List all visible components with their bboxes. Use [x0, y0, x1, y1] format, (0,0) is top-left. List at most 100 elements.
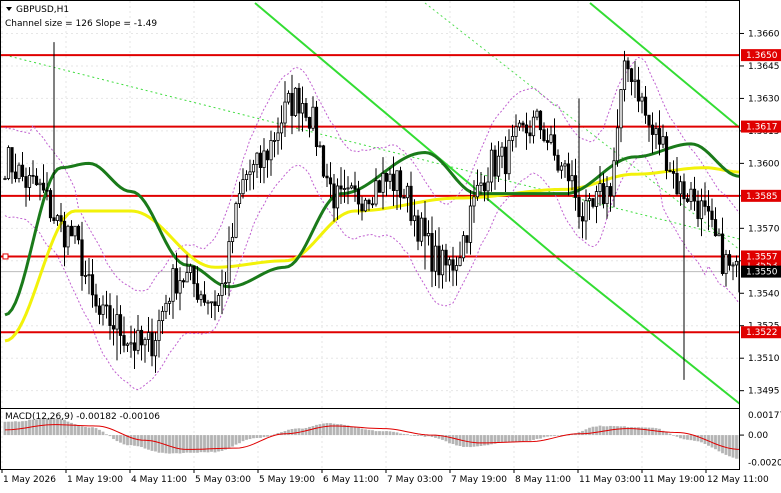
- time-tick-label: 6 May 11:00: [323, 475, 379, 485]
- macd-bar: [63, 419, 66, 436]
- candle-up: [510, 136, 515, 141]
- candle-down: [90, 274, 95, 296]
- level-handle-icon[interactable]: [2, 253, 9, 260]
- candle-up: [374, 180, 378, 205]
- macd-bar: [227, 435, 231, 449]
- price-tick-label: 1.3570: [748, 224, 780, 234]
- candle-down: [552, 134, 557, 156]
- macd-bar: [458, 435, 462, 446]
- candle-up: [447, 259, 452, 266]
- candle-up: [717, 233, 721, 237]
- candle-down: [710, 210, 714, 220]
- candle-up: [115, 314, 119, 330]
- candle-down: [139, 329, 144, 346]
- macd-bar: [273, 434, 276, 436]
- macd-bar: [147, 435, 150, 450]
- candle-up: [234, 203, 238, 238]
- macd-bar: [329, 423, 332, 436]
- macd-bar: [157, 435, 161, 453]
- macd-bar: [70, 422, 73, 436]
- collapse-triangle-icon[interactable]: [6, 7, 12, 11]
- macd-bar: [339, 424, 343, 436]
- candle-down: [566, 163, 571, 182]
- candle-up: [514, 126, 518, 137]
- time-tick-label: 4 May 11:00: [131, 475, 187, 485]
- macd-bar: [528, 435, 532, 441]
- candle-up: [584, 200, 588, 222]
- macd-bar: [444, 435, 448, 442]
- macd-bar: [514, 435, 518, 442]
- candle-up: [178, 280, 182, 294]
- macd-bar: [581, 430, 584, 436]
- macd-bar: [675, 435, 679, 437]
- candle-up: [689, 188, 693, 202]
- time-tick-label: 12 May 11:00: [707, 475, 769, 485]
- candle-up: [251, 164, 256, 173]
- macd-bar: [367, 429, 371, 436]
- macd-bar: [395, 432, 399, 436]
- candle-down: [521, 122, 525, 126]
- macd-bar: [206, 435, 210, 453]
- macd-bar: [192, 435, 196, 453]
- candle-down: [20, 164, 25, 177]
- macd-bar: [185, 435, 189, 453]
- macd-bar: [658, 428, 661, 436]
- candle-up: [227, 241, 231, 284]
- candle-up: [570, 175, 574, 182]
- macd-bar: [38, 418, 42, 436]
- candle-down: [104, 304, 109, 307]
- candle-down: [174, 268, 179, 294]
- candle-up: [237, 193, 242, 204]
- candle-up: [612, 160, 616, 197]
- macd-bar: [693, 435, 696, 441]
- candle-down: [307, 116, 312, 129]
- macd-bar: [7, 421, 10, 436]
- price-tick-label: 1.3495: [748, 387, 780, 397]
- macd-tick-label: -0.00209: [748, 458, 781, 468]
- macd-bar: [399, 433, 402, 436]
- time-tick-label: 8 May 11:00: [515, 475, 571, 485]
- macd-bar: [304, 427, 308, 436]
- macd-bar: [175, 435, 178, 454]
- candle-down: [290, 92, 294, 116]
- candle-down: [451, 259, 455, 271]
- candle-up: [216, 295, 221, 306]
- macd-bar: [245, 435, 248, 440]
- candle-down: [713, 219, 718, 237]
- candle-down: [601, 183, 606, 205]
- macd-bar: [346, 425, 350, 436]
- macd-bar: [119, 435, 122, 443]
- macd-bar: [318, 424, 322, 436]
- macd-bar: [560, 435, 563, 436]
- macd-bar: [721, 435, 724, 454]
- macd-bar: [598, 425, 602, 436]
- candle-up: [27, 174, 32, 188]
- macd-bar: [360, 428, 364, 436]
- candle-up: [699, 200, 704, 219]
- candle-down: [367, 199, 371, 205]
- candle-down: [629, 68, 634, 82]
- candle-down: [703, 200, 707, 207]
- level-price-tag: [741, 250, 781, 263]
- candle-down: [727, 254, 732, 266]
- candle-up: [395, 170, 399, 191]
- candle-down: [339, 185, 343, 190]
- candle-down: [706, 205, 711, 212]
- macd-bar: [45, 418, 49, 436]
- macd-bar: [112, 435, 115, 440]
- macd-bar: [584, 429, 588, 436]
- candle-up: [405, 185, 410, 199]
- candle-up: [559, 165, 564, 171]
- candle-up: [507, 139, 511, 175]
- candle-down: [356, 188, 361, 205]
- candle-up: [17, 164, 21, 179]
- time-tick-label: 5 May 19:00: [259, 475, 315, 485]
- candle-down: [94, 294, 98, 307]
- candle-down: [636, 79, 641, 102]
- candle-up: [486, 181, 490, 192]
- macd-bar: [434, 435, 437, 438]
- macd-bar: [724, 435, 728, 455]
- candle-up: [489, 149, 494, 183]
- macd-bar: [374, 431, 378, 436]
